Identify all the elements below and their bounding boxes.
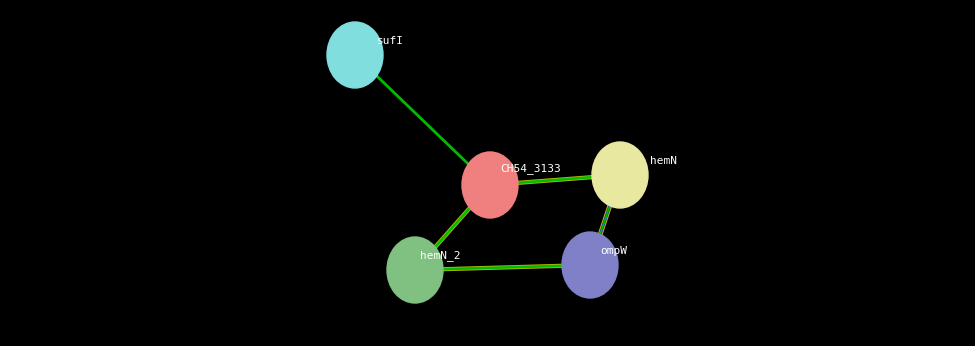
Text: ompW: ompW: [600, 246, 627, 256]
Text: hemN_2: hemN_2: [420, 251, 460, 262]
Text: CH54_3133: CH54_3133: [500, 164, 561, 174]
Ellipse shape: [562, 232, 618, 298]
Ellipse shape: [592, 142, 648, 208]
Text: sufI: sufI: [377, 36, 404, 46]
Ellipse shape: [387, 237, 443, 303]
Text: hemN: hemN: [650, 156, 677, 166]
Ellipse shape: [462, 152, 518, 218]
Ellipse shape: [327, 22, 383, 88]
